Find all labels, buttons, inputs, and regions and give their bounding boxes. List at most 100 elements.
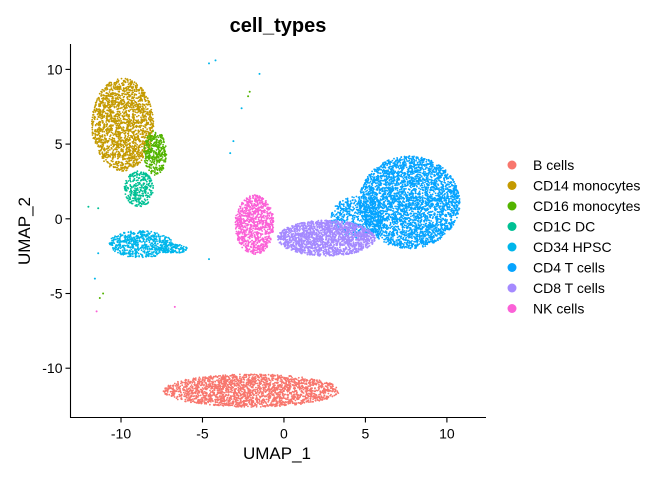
point [127,132,130,135]
point [146,150,149,152]
point [144,134,147,137]
point [122,163,125,166]
point [177,380,179,383]
point [132,106,135,109]
point [144,194,147,197]
point [112,140,115,143]
point [144,126,147,129]
point [262,389,265,392]
point [222,374,225,377]
point [149,129,152,132]
point [111,99,113,102]
point [129,188,132,190]
point [251,373,254,376]
point [177,382,180,385]
point [146,143,149,146]
point [120,122,123,125]
point [147,245,150,248]
point [138,125,141,128]
point [129,88,131,91]
point [119,103,121,105]
point [113,81,116,84]
point [209,391,212,394]
point [175,385,178,387]
point [111,97,113,100]
point [217,399,219,402]
point [193,387,196,390]
point [273,396,276,398]
point [201,378,204,380]
point [262,401,265,404]
point [116,169,119,171]
point [329,383,332,386]
point [196,395,199,398]
point [316,382,318,385]
point [130,93,133,95]
point [104,102,106,104]
point [253,380,256,383]
point [126,113,129,116]
point [283,386,286,388]
point [140,124,143,127]
point [313,390,316,393]
point [136,111,139,114]
point [116,130,119,133]
point [98,140,101,143]
point [239,401,242,403]
point [274,405,276,408]
point [147,139,150,142]
point [254,375,257,378]
point [143,187,145,190]
point [128,94,131,96]
point [93,108,96,111]
point [276,374,279,376]
point [129,78,132,81]
point [281,379,283,382]
point [107,149,109,152]
point [135,119,137,122]
point [204,377,207,380]
point [244,391,246,393]
point [192,395,195,398]
point [303,380,305,383]
point [152,152,155,154]
point [262,405,265,408]
point [112,149,115,152]
point [144,144,146,147]
point [132,102,135,105]
point [124,193,127,196]
point [118,155,121,158]
point [290,380,293,382]
point [111,136,114,139]
point [117,93,120,96]
point [143,136,146,139]
point [125,189,127,192]
scatter-points [87,59,461,408]
point [278,401,281,403]
point [280,374,282,377]
point [117,135,120,138]
point [130,135,133,138]
point [201,390,204,392]
point [94,105,96,108]
point [271,393,273,396]
point [106,140,109,142]
point [102,155,104,158]
point [231,395,234,397]
point [132,83,135,86]
point [243,400,245,402]
point [119,112,122,115]
point [228,402,231,405]
point [122,92,125,95]
point [135,133,137,136]
point [103,123,106,126]
point [110,81,113,84]
point [113,106,116,109]
point [218,377,221,380]
point [122,156,124,158]
point [321,398,324,401]
point [230,396,232,399]
point [164,145,167,148]
point [134,113,136,116]
